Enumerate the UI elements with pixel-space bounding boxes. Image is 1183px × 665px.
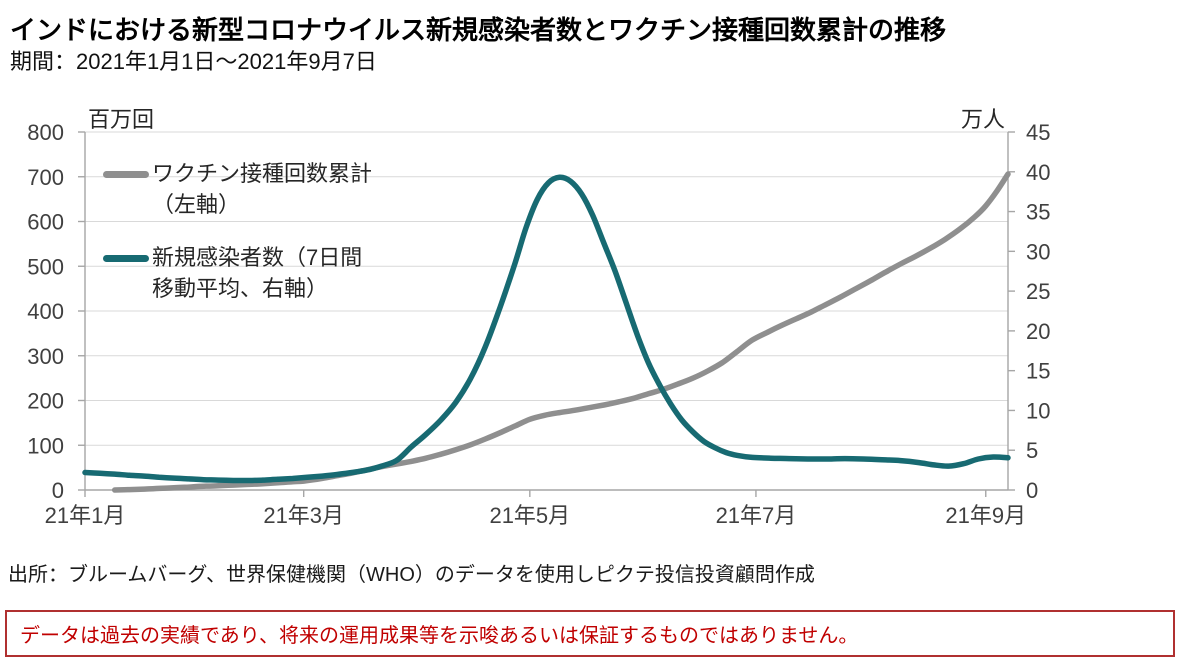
- right-axis-tick-label: 25: [1026, 279, 1050, 304]
- right-axis-tick-label: 20: [1026, 319, 1050, 344]
- x-axis-tick-label: 21年9月: [945, 503, 1026, 528]
- legend-item-vaccine: ワクチン接種回数累計 （左軸）: [103, 158, 372, 220]
- right-axis-unit-label: 万人: [961, 107, 1006, 132]
- cases-line-swatch: [103, 255, 149, 262]
- x-axis-tick-label: 21年1月: [45, 503, 126, 528]
- vaccine-line-swatch: [103, 171, 149, 178]
- right-axis-tick-label: 30: [1026, 239, 1050, 264]
- right-axis-tick-label: 45: [1026, 120, 1050, 145]
- disclaimer-text: データは過去の実績であり、将来の運用成果等を示唆あるいは保証するものではありませ…: [20, 625, 859, 647]
- right-axis-tick-label: 0: [1026, 478, 1038, 503]
- left-axis-tick-label: 600: [27, 210, 64, 235]
- right-axis-tick-label: 35: [1026, 200, 1050, 225]
- left-axis-tick-label: 500: [27, 254, 64, 279]
- vaccine-doses-line: [111, 171, 1011, 493]
- legend-label-cases: 新規感染者数（7日間 移動平均、右軸）: [152, 245, 363, 301]
- left-axis-tick-label: 300: [27, 344, 64, 369]
- left-axis-tick-label: 200: [27, 389, 64, 414]
- left-axis-tick-label: 700: [27, 165, 64, 190]
- right-axis-tick-label: 15: [1026, 359, 1050, 384]
- chart-period: 期間：2021年1月1日～2021年9月7日: [10, 49, 377, 74]
- chart-canvas: 0 100 200 300 400 500 600 700 800 0 5 10 15 20 25 30 35 4…: [27, 120, 1050, 528]
- x-axis-tick-label: 21年7月: [716, 503, 797, 528]
- legend-item-cases: 新規感染者数（7日間 移動平均、右軸）: [103, 242, 372, 304]
- left-axis-tick-label: 800: [27, 120, 64, 145]
- right-axis-tick-label: 40: [1026, 160, 1050, 185]
- left-axis-tick-label: 100: [27, 433, 64, 458]
- right-axis-tick-label: 10: [1026, 398, 1050, 423]
- x-axis-tick-label: 21年3月: [263, 503, 344, 528]
- x-axis-tick-label: 21年5月: [489, 503, 570, 528]
- disclaimer-box: データは過去の実績であり、将来の運用成果等を示唆あるいは保証するものではありませ…: [5, 610, 1175, 657]
- new-cases-line: [82, 174, 1011, 484]
- left-axis-tick-label: 0: [52, 478, 64, 503]
- source-note: 出所：ブルームバーグ、世界保健機関（WHO）のデータを使用しピクテ投信投資顧問作…: [8, 564, 815, 586]
- chart-title: インドにおける新型コロナウイルス新規感染者数とワクチン接種回数累計の推移: [10, 15, 947, 45]
- right-axis-tick-label: 5: [1026, 438, 1038, 463]
- left-axis-unit-label: 百万回: [88, 107, 155, 132]
- left-axis-tick-label: 400: [27, 299, 64, 324]
- legend: ワクチン接種回数累計 （左軸） 新規感染者数（7日間 移動平均、右軸）: [103, 158, 372, 326]
- legend-label-vaccine: ワクチン接種回数累計 （左軸）: [152, 161, 373, 217]
